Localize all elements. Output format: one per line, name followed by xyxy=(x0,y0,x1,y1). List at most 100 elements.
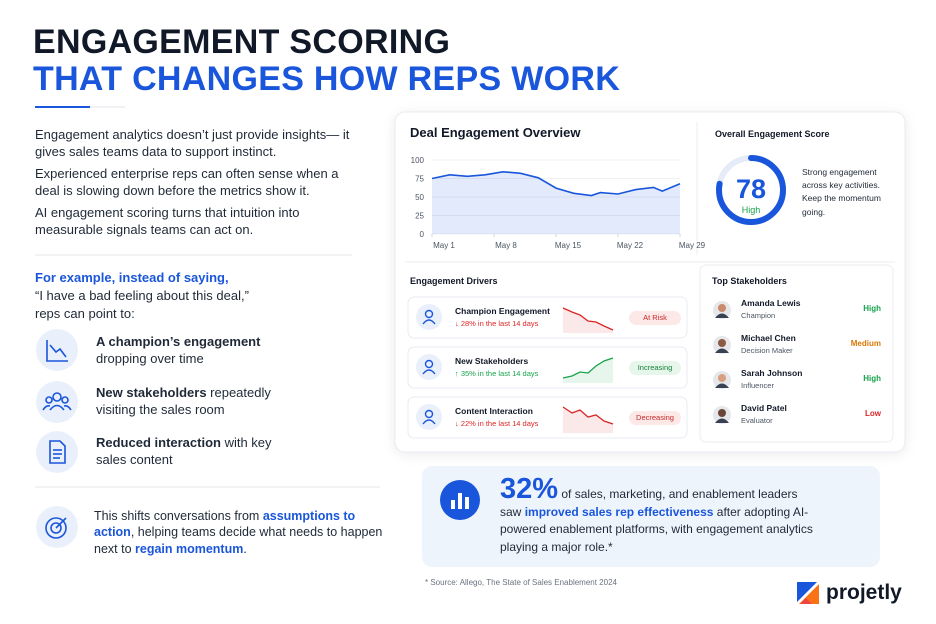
y-tick-label: 0 xyxy=(420,230,425,239)
stat-body: of sales, marketing, and enablement lead… xyxy=(500,487,798,519)
intro-paragraph: AI engagement scoring turns that intuiti… xyxy=(35,205,300,237)
y-tick-label: 25 xyxy=(415,212,424,221)
signal: A champion’s engagement dropping over ti… xyxy=(96,334,281,368)
driver-change: ↑ 35% in the last 14 days xyxy=(455,369,539,378)
avatar-head xyxy=(718,374,726,382)
avatar-body xyxy=(715,383,729,388)
closing-text: , helping teams decide what needs to hap… xyxy=(94,525,383,556)
driver-name: New Stakeholders xyxy=(455,356,529,366)
closing-bold: regain momentum xyxy=(135,541,244,556)
stat-box xyxy=(422,466,880,567)
title-line-1: ENGAGEMENT SCORING xyxy=(33,23,451,61)
signal-text: dropping over time xyxy=(96,350,204,366)
driver-status: At Risk xyxy=(643,313,667,322)
dashboard-title: Deal Engagement Overview xyxy=(410,125,581,140)
stakeholder-name: Sarah Johnson xyxy=(741,368,803,378)
closing-bold: assumptions to action xyxy=(94,509,356,540)
driver-icon-glyph xyxy=(424,359,434,369)
x-tick-label: May 15 xyxy=(555,241,582,250)
stakeholder-name: Michael Chen xyxy=(741,333,796,343)
driver-change: ↓ 28% in the last 14 days xyxy=(455,319,539,328)
score-note: Strong engagement across key activities.… xyxy=(802,167,881,217)
example-tail: reps can point to: xyxy=(35,306,135,321)
signal-text: repeatedly visiting the sales room xyxy=(96,385,271,417)
line-series xyxy=(431,170,681,197)
driver-status: Increasing xyxy=(637,363,673,372)
stat-body: after adopting AI-powered enablement pla… xyxy=(500,505,813,554)
sparkline xyxy=(562,307,614,331)
score-title: Overall Engagement Score xyxy=(715,129,830,139)
stakeholder-level: Low xyxy=(865,409,881,418)
x-tick-label: May 22 xyxy=(617,241,644,250)
stakeholder-level: Medium xyxy=(850,339,881,348)
drivers-title: Engagement Drivers xyxy=(410,276,498,286)
source: * Source: Allego, The State of Sales Ena… xyxy=(425,578,617,587)
x-tick-label: May 29 xyxy=(679,241,706,250)
title-line-2: THAT CHANGES HOW REPS WORK xyxy=(33,60,621,98)
avatar-head xyxy=(718,304,726,312)
stakeholder-name: Amanda Lewis xyxy=(741,298,801,308)
stat-bold: improved sales rep effectiveness xyxy=(524,505,714,519)
sparkline xyxy=(562,357,614,379)
stakeholder-role: Champion xyxy=(741,311,776,320)
example-lead: For example, instead of saying, xyxy=(35,270,229,285)
score-value: 78 xyxy=(735,174,767,204)
status-badge xyxy=(629,361,681,375)
stat-icon xyxy=(440,480,480,520)
y-tick-label: 100 xyxy=(411,156,425,165)
sparkline-area xyxy=(563,308,613,333)
x-tick-label: May 1 xyxy=(433,241,455,250)
closing-text: This shifts conversations from xyxy=(94,509,263,523)
status-badge xyxy=(629,311,681,325)
driver-name: Content Interaction xyxy=(455,406,533,416)
status-badge xyxy=(629,411,681,425)
signal-bold: New stakeholders xyxy=(96,385,207,400)
signal: New stakeholders repeatedly visiting the… xyxy=(96,385,281,419)
stat-figure: 32% xyxy=(500,473,559,505)
stakeholder-role: Influencer xyxy=(741,381,774,390)
driver-icon-glyph xyxy=(422,419,436,425)
x-tick-label: May 8 xyxy=(495,241,517,250)
brand-logo xyxy=(797,582,819,604)
score-level: High xyxy=(741,205,761,215)
driver-icon-glyph xyxy=(422,319,436,325)
stakeholders-panel xyxy=(699,264,894,443)
signal-icons xyxy=(36,329,78,548)
closing-text: . xyxy=(243,541,247,556)
stakeholder-name: David Patel xyxy=(741,403,787,413)
sparkline xyxy=(562,406,614,425)
driver-icon-glyph xyxy=(424,409,434,419)
line-area xyxy=(432,171,680,234)
stakeholder-level: High xyxy=(863,304,881,313)
intro-paragraph: Engagement analytics doesn’t just provid… xyxy=(35,127,350,159)
intro-paragraph: Experienced enterprise reps can often se… xyxy=(35,166,339,198)
closing: This shifts conversations from assumptio… xyxy=(94,508,386,557)
signal-bold: A champion’s engagement xyxy=(96,334,261,349)
y-tick-label: 75 xyxy=(415,175,424,184)
y-tick-label: 50 xyxy=(415,193,424,202)
sparkline-area xyxy=(563,407,613,433)
driver-icon-glyph xyxy=(424,309,434,319)
driver-card xyxy=(407,296,688,339)
stakeholder-level: High xyxy=(863,374,881,383)
stakeholder-role: Decision Maker xyxy=(741,346,793,355)
driver-card xyxy=(407,346,688,389)
signal-bold: Reduced interaction xyxy=(96,435,221,450)
driver-status: Decreasing xyxy=(636,413,674,422)
signal-text: with key sales content xyxy=(96,435,272,467)
brand-name: projetly xyxy=(826,581,902,604)
avatar-head xyxy=(718,339,726,347)
avatar-head xyxy=(718,409,726,417)
stakeholder-role: Evaluator xyxy=(741,416,773,425)
driver-card xyxy=(407,396,688,439)
example-quote: “I have a bad feeling about this deal,” xyxy=(35,288,249,303)
sparkline-area xyxy=(563,358,613,383)
stat-text: 32% of sales, marketing, and enablement … xyxy=(500,475,815,556)
avatar-body xyxy=(715,313,729,318)
driver-icon-glyph xyxy=(422,369,436,375)
driver-name: Champion Engagement xyxy=(455,306,550,316)
avatar-body xyxy=(715,348,729,353)
gauge-arc xyxy=(716,155,786,225)
